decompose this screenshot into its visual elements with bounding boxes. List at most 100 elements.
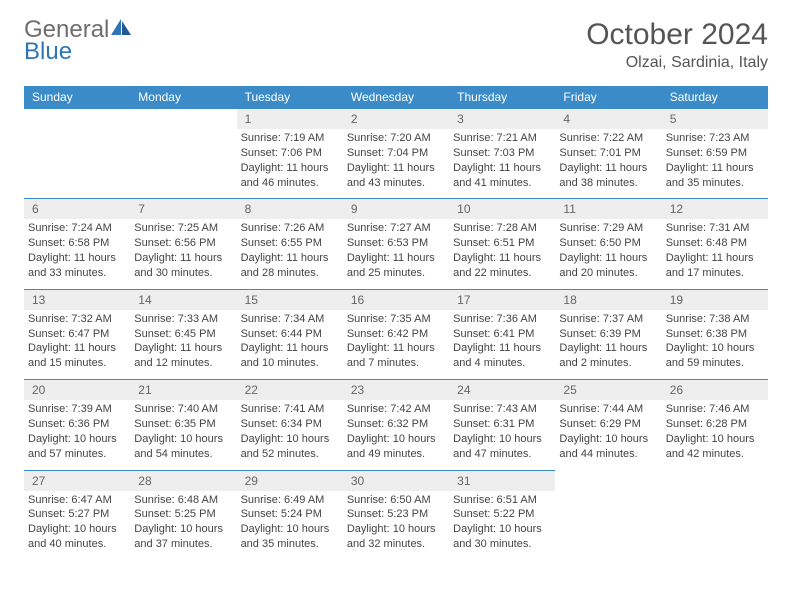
empty-cell xyxy=(555,470,661,560)
sunset-text: Sunset: 6:42 PM xyxy=(347,327,443,342)
day-body: Sunrise: 7:46 AMSunset: 6:28 PMDaylight:… xyxy=(662,402,768,461)
day-header-thursday: Thursday xyxy=(449,86,555,108)
day-cell: 22Sunrise: 7:41 AMSunset: 6:34 PMDayligh… xyxy=(237,379,343,469)
sunrise-text: Sunrise: 7:21 AM xyxy=(453,131,549,146)
day-cell: 30Sunrise: 6:50 AMSunset: 5:23 PMDayligh… xyxy=(343,470,449,560)
day-body: Sunrise: 7:41 AMSunset: 6:34 PMDaylight:… xyxy=(237,402,343,461)
sunset-text: Sunset: 5:23 PM xyxy=(347,507,443,522)
day-number: 16 xyxy=(343,290,449,310)
day-number: 13 xyxy=(24,290,130,310)
day-number: 14 xyxy=(130,290,236,310)
day-cell: 24Sunrise: 7:43 AMSunset: 6:31 PMDayligh… xyxy=(449,379,555,469)
daylight-text: Daylight: 11 hours and 2 minutes. xyxy=(559,341,655,371)
day-number: 6 xyxy=(24,199,130,219)
sunrise-text: Sunrise: 7:43 AM xyxy=(453,402,549,417)
day-body: Sunrise: 7:23 AMSunset: 6:59 PMDaylight:… xyxy=(662,131,768,190)
day-body: Sunrise: 7:42 AMSunset: 6:32 PMDaylight:… xyxy=(343,402,449,461)
daylight-text: Daylight: 11 hours and 12 minutes. xyxy=(134,341,230,371)
sunrise-text: Sunrise: 7:46 AM xyxy=(666,402,762,417)
daylight-text: Daylight: 10 hours and 54 minutes. xyxy=(134,432,230,462)
day-number: 3 xyxy=(449,109,555,129)
sunrise-text: Sunrise: 7:36 AM xyxy=(453,312,549,327)
day-header-wednesday: Wednesday xyxy=(343,86,449,108)
day-cell: 20Sunrise: 7:39 AMSunset: 6:36 PMDayligh… xyxy=(24,379,130,469)
daylight-text: Daylight: 11 hours and 15 minutes. xyxy=(28,341,124,371)
day-body: Sunrise: 7:32 AMSunset: 6:47 PMDaylight:… xyxy=(24,312,130,371)
sunrise-text: Sunrise: 7:41 AM xyxy=(241,402,337,417)
day-body: Sunrise: 6:51 AMSunset: 5:22 PMDaylight:… xyxy=(449,493,555,552)
sunrise-text: Sunrise: 6:47 AM xyxy=(28,493,124,508)
day-body: Sunrise: 7:43 AMSunset: 6:31 PMDaylight:… xyxy=(449,402,555,461)
daylight-text: Daylight: 11 hours and 28 minutes. xyxy=(241,251,337,281)
sunrise-text: Sunrise: 6:49 AM xyxy=(241,493,337,508)
sunset-text: Sunset: 6:48 PM xyxy=(666,236,762,251)
daylight-text: Daylight: 11 hours and 35 minutes. xyxy=(666,161,762,191)
day-number: 20 xyxy=(24,380,130,400)
day-body: Sunrise: 7:40 AMSunset: 6:35 PMDaylight:… xyxy=(130,402,236,461)
day-number: 25 xyxy=(555,380,661,400)
sunset-text: Sunset: 6:51 PM xyxy=(453,236,549,251)
day-cell: 14Sunrise: 7:33 AMSunset: 6:45 PMDayligh… xyxy=(130,289,236,379)
day-body: Sunrise: 6:47 AMSunset: 5:27 PMDaylight:… xyxy=(24,493,130,552)
sunset-text: Sunset: 7:03 PM xyxy=(453,146,549,161)
daylight-text: Daylight: 11 hours and 38 minutes. xyxy=(559,161,655,191)
daylight-text: Daylight: 11 hours and 30 minutes. xyxy=(134,251,230,281)
day-cell: 10Sunrise: 7:28 AMSunset: 6:51 PMDayligh… xyxy=(449,198,555,288)
day-cell: 3Sunrise: 7:21 AMSunset: 7:03 PMDaylight… xyxy=(449,108,555,198)
sunset-text: Sunset: 6:56 PM xyxy=(134,236,230,251)
daylight-text: Daylight: 11 hours and 25 minutes. xyxy=(347,251,443,281)
day-number: 26 xyxy=(662,380,768,400)
calendar-grid: SundayMondayTuesdayWednesdayThursdayFrid… xyxy=(24,86,768,560)
day-body: Sunrise: 6:49 AMSunset: 5:24 PMDaylight:… xyxy=(237,493,343,552)
day-body: Sunrise: 7:34 AMSunset: 6:44 PMDaylight:… xyxy=(237,312,343,371)
day-cell: 15Sunrise: 7:34 AMSunset: 6:44 PMDayligh… xyxy=(237,289,343,379)
day-cell: 4Sunrise: 7:22 AMSunset: 7:01 PMDaylight… xyxy=(555,108,661,198)
day-cell: 28Sunrise: 6:48 AMSunset: 5:25 PMDayligh… xyxy=(130,470,236,560)
day-body: Sunrise: 7:44 AMSunset: 6:29 PMDaylight:… xyxy=(555,402,661,461)
empty-cell xyxy=(662,470,768,560)
day-cell: 17Sunrise: 7:36 AMSunset: 6:41 PMDayligh… xyxy=(449,289,555,379)
sunrise-text: Sunrise: 7:39 AM xyxy=(28,402,124,417)
sunset-text: Sunset: 5:24 PM xyxy=(241,507,337,522)
day-cell: 9Sunrise: 7:27 AMSunset: 6:53 PMDaylight… xyxy=(343,198,449,288)
sunrise-text: Sunrise: 7:20 AM xyxy=(347,131,443,146)
daylight-text: Daylight: 10 hours and 42 minutes. xyxy=(666,432,762,462)
day-cell: 12Sunrise: 7:31 AMSunset: 6:48 PMDayligh… xyxy=(662,198,768,288)
sunrise-text: Sunrise: 7:44 AM xyxy=(559,402,655,417)
sunrise-text: Sunrise: 7:28 AM xyxy=(453,221,549,236)
header: GeneralBlue October 2024 Olzai, Sardinia… xyxy=(24,18,768,72)
day-number: 22 xyxy=(237,380,343,400)
month-title: October 2024 xyxy=(586,18,768,52)
logo: GeneralBlue xyxy=(24,18,133,64)
day-header-sunday: Sunday xyxy=(24,86,130,108)
sunset-text: Sunset: 6:50 PM xyxy=(559,236,655,251)
day-cell: 29Sunrise: 6:49 AMSunset: 5:24 PMDayligh… xyxy=(237,470,343,560)
day-body: Sunrise: 7:38 AMSunset: 6:38 PMDaylight:… xyxy=(662,312,768,371)
day-cell: 27Sunrise: 6:47 AMSunset: 5:27 PMDayligh… xyxy=(24,470,130,560)
daylight-text: Daylight: 11 hours and 7 minutes. xyxy=(347,341,443,371)
day-cell: 26Sunrise: 7:46 AMSunset: 6:28 PMDayligh… xyxy=(662,379,768,469)
day-cell: 5Sunrise: 7:23 AMSunset: 6:59 PMDaylight… xyxy=(662,108,768,198)
sunrise-text: Sunrise: 7:22 AM xyxy=(559,131,655,146)
day-cell: 1Sunrise: 7:19 AMSunset: 7:06 PMDaylight… xyxy=(237,108,343,198)
day-body: Sunrise: 7:33 AMSunset: 6:45 PMDaylight:… xyxy=(130,312,236,371)
day-body: Sunrise: 7:26 AMSunset: 6:55 PMDaylight:… xyxy=(237,221,343,280)
day-cell: 13Sunrise: 7:32 AMSunset: 6:47 PMDayligh… xyxy=(24,289,130,379)
daylight-text: Daylight: 11 hours and 10 minutes. xyxy=(241,341,337,371)
sunrise-text: Sunrise: 7:31 AM xyxy=(666,221,762,236)
day-number: 4 xyxy=(555,109,661,129)
day-cell: 7Sunrise: 7:25 AMSunset: 6:56 PMDaylight… xyxy=(130,198,236,288)
day-body: Sunrise: 7:24 AMSunset: 6:58 PMDaylight:… xyxy=(24,221,130,280)
day-header-tuesday: Tuesday xyxy=(237,86,343,108)
day-body: Sunrise: 7:35 AMSunset: 6:42 PMDaylight:… xyxy=(343,312,449,371)
daylight-text: Daylight: 10 hours and 44 minutes. xyxy=(559,432,655,462)
daylight-text: Daylight: 11 hours and 4 minutes. xyxy=(453,341,549,371)
logo-word-2: Blue xyxy=(24,40,133,64)
day-body: Sunrise: 7:19 AMSunset: 7:06 PMDaylight:… xyxy=(237,131,343,190)
daylight-text: Daylight: 11 hours and 20 minutes. xyxy=(559,251,655,281)
sunset-text: Sunset: 6:28 PM xyxy=(666,417,762,432)
sunrise-text: Sunrise: 7:27 AM xyxy=(347,221,443,236)
sunrise-text: Sunrise: 7:26 AM xyxy=(241,221,337,236)
sunset-text: Sunset: 6:59 PM xyxy=(666,146,762,161)
daylight-text: Daylight: 11 hours and 43 minutes. xyxy=(347,161,443,191)
